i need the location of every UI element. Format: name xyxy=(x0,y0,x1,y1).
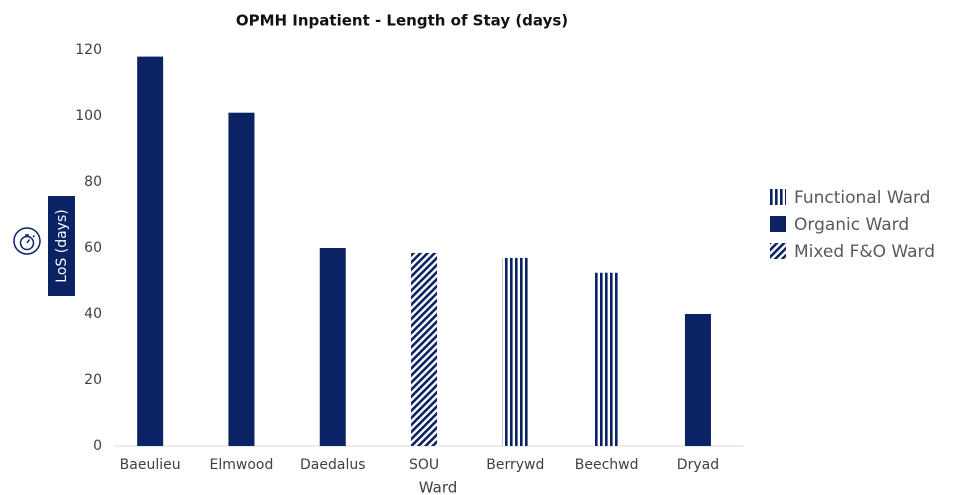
bar xyxy=(593,272,620,446)
bar xyxy=(684,314,711,446)
y-tick-label: 60 xyxy=(84,240,102,256)
y-axis-label: LoS (days) xyxy=(54,209,70,282)
bar xyxy=(411,252,438,446)
legend-swatch xyxy=(770,216,786,232)
x-tick-label: Daedalus xyxy=(300,457,366,473)
legend-label: Functional Ward xyxy=(794,188,930,208)
legend-label: Mixed F&O Ward xyxy=(794,242,935,262)
stopwatch-icon xyxy=(13,227,41,255)
x-tick-label: Beechwd xyxy=(575,457,639,473)
x-tick-label: Baeulieu xyxy=(120,457,181,473)
y-tick-label: 80 xyxy=(84,174,102,190)
x-tick-label: Berrywd xyxy=(486,457,544,473)
y-tick-label: 0 xyxy=(93,438,102,454)
legend-label: Organic Ward xyxy=(794,215,909,235)
bar xyxy=(319,248,346,446)
bar xyxy=(502,257,529,446)
x-tick-label: Dryad xyxy=(677,457,719,473)
y-tick-label: 20 xyxy=(84,372,102,388)
x-tick-label: Elmwood xyxy=(210,457,274,473)
x-tick-label: SOU xyxy=(409,457,439,473)
y-tick-label: 120 xyxy=(75,42,102,58)
bar xyxy=(228,112,255,446)
y-label-box xyxy=(48,196,75,296)
legend-swatch xyxy=(770,189,786,205)
y-tick-label: 100 xyxy=(75,108,102,124)
bar xyxy=(137,56,164,446)
y-tick-label: 40 xyxy=(84,306,102,322)
legend-swatch xyxy=(770,243,786,259)
chart-title: OPMH Inpatient - Length of Stay (days) xyxy=(236,12,568,30)
x-axis-label: Ward xyxy=(419,479,458,495)
